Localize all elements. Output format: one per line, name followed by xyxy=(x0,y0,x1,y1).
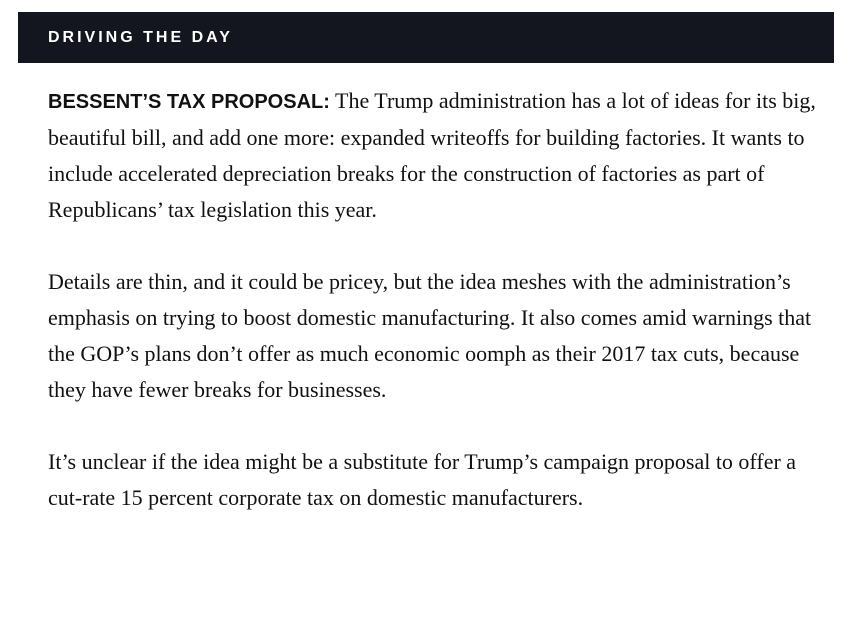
paragraph: It’s unclear if the idea might be a subs… xyxy=(48,444,818,516)
paragraph-lead: BESSENT’S TAX PROPOSAL: xyxy=(48,91,330,113)
section-header: DRIVING THE DAY xyxy=(18,12,834,63)
paragraph-text: The Trump administration has a lot of id… xyxy=(48,88,816,222)
section-title: DRIVING THE DAY xyxy=(48,29,233,46)
paragraph: Details are thin, and it could be pricey… xyxy=(48,264,818,408)
paragraph: BESSENT’S TAX PROPOSAL: The Trump admini… xyxy=(48,83,818,228)
paragraph-text: It’s unclear if the idea might be a subs… xyxy=(48,449,797,510)
article: BESSENT’S TAX PROPOSAL: The Trump admini… xyxy=(48,83,818,552)
paragraph-text: Details are thin, and it could be pricey… xyxy=(48,269,812,402)
